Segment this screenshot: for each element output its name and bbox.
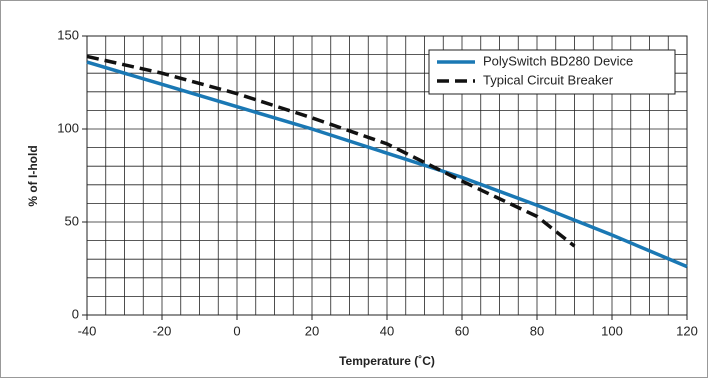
legend-label: PolySwitch BD280 Device: [483, 53, 633, 68]
x-tick-label: 0: [233, 323, 240, 338]
x-tick-label: 20: [305, 323, 319, 338]
y-tick-label: 0: [72, 306, 79, 321]
y-tick-label: 100: [57, 120, 79, 135]
x-tick-label: 100: [601, 323, 623, 338]
y-tick-label: 50: [65, 213, 79, 228]
y-tick-label: 150: [57, 27, 79, 42]
x-axis-label: Temperature (˚C): [339, 354, 435, 368]
legend-label: Typical Circuit Breaker: [483, 72, 614, 87]
x-tick-label: 80: [530, 323, 544, 338]
x-tick-label: 60: [455, 323, 469, 338]
y-axis-label: % of I-hold: [26, 145, 40, 206]
data-line: [86, 60, 688, 269]
data-line: [86, 54, 576, 248]
x-tick-label: -20: [153, 323, 172, 338]
legend-box: [428, 49, 676, 95]
x-tick-label: 40: [380, 323, 394, 338]
x-tick-label: 120: [676, 323, 698, 338]
x-tick-label: -40: [78, 323, 97, 338]
